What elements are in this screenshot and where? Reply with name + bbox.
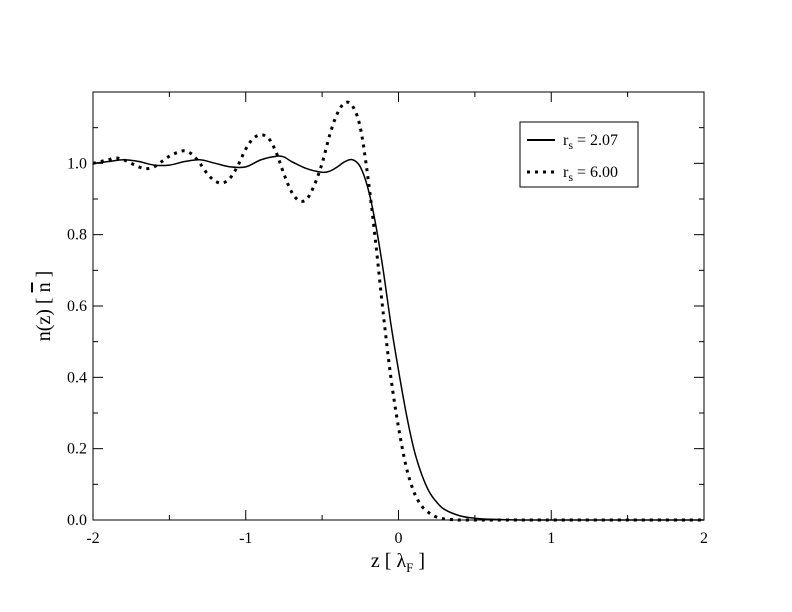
- y-tick-label: 0.4: [67, 369, 87, 386]
- series-line-2: [92, 100, 704, 522]
- legend-label-1: rs = 2.07: [563, 132, 618, 152]
- series-layer: [92, 100, 704, 522]
- y-axis-label: n(z) [ n ]: [33, 271, 55, 342]
- x-tick-label: 0: [395, 530, 403, 547]
- legend-box: [519, 121, 639, 188]
- tick-labels: -2 -1 0 1 2 0.0 0.2 0.4 0.6 0.8 1.0: [67, 155, 708, 547]
- y-tick-label: 0.0: [67, 512, 87, 529]
- y-tick-label: 0.6: [67, 298, 87, 315]
- series-line-1: [92, 155, 704, 521]
- legend-label-2: rs = 6.00: [563, 164, 618, 184]
- y-tick-label: 0.8: [67, 227, 87, 244]
- x-tick-label: -1: [239, 530, 252, 547]
- x-tick-label: 2: [700, 530, 708, 547]
- x-axis-label: z [ λF ]: [371, 550, 425, 575]
- axis-ticks: [92, 92, 705, 521]
- y-tick-label: 0.2: [67, 441, 87, 458]
- y-tick-label: 1.0: [67, 155, 87, 172]
- legend: rs = 2.07 rs = 6.00: [519, 121, 639, 188]
- x-tick-label: -2: [86, 530, 99, 547]
- x-tick-label: 1: [547, 530, 555, 547]
